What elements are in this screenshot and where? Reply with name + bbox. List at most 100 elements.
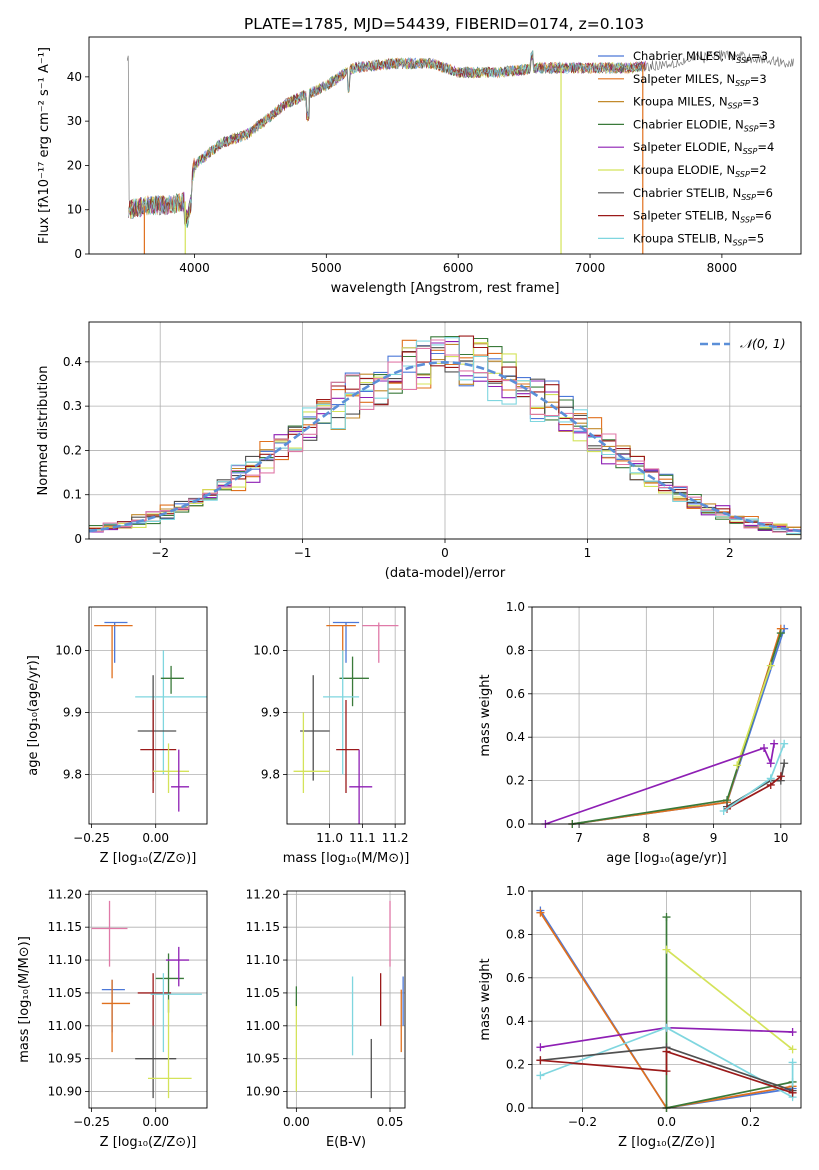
y-axis-label: mass weight	[478, 958, 493, 1040]
y-tick-label: 0.3	[63, 399, 82, 413]
x-axis-label: age [log₁₀(age/yr)]	[606, 851, 727, 866]
axes-frame	[88, 321, 802, 540]
weight-line	[545, 743, 775, 825]
y-tick-label: 10.90	[246, 1085, 280, 1099]
x-tick-label: 9	[710, 831, 718, 845]
data-point	[349, 749, 373, 824]
y-tick-label: 11.20	[246, 887, 280, 901]
weight-marker	[788, 1088, 797, 1097]
weight-marker	[733, 761, 742, 770]
data-point	[104, 621, 128, 663]
y-tick-label: 0	[74, 247, 82, 261]
weight-line	[540, 1050, 793, 1094]
grid	[89, 607, 207, 824]
y-tick-label: 9.8	[261, 767, 280, 781]
axes-frame	[286, 606, 406, 825]
x-tick-label: 1	[584, 546, 592, 560]
plot-area	[91, 900, 202, 1099]
ticks: 0.00 0.05 10.90 10.95 11.00 11.05 11.10 11.15 11…	[246, 887, 404, 1129]
y-axis-label: age [log₁₀(age/yr)]	[26, 655, 41, 776]
data-point	[339, 656, 369, 707]
x-tick-label: 0.00	[142, 831, 169, 845]
legend: Chabrier MILES, NSSP=3 Salpeter MILES, NS…	[598, 49, 775, 247]
weight-marker	[662, 1047, 671, 1056]
x-axis-label: (data-model)/error	[385, 566, 506, 581]
ticks: −2 −1 0 1 2 0 0.1 0.2 0.3 0.4	[63, 355, 734, 560]
data-point	[160, 665, 184, 694]
data-point	[94, 624, 133, 679]
spectrum-line	[128, 50, 643, 228]
data-point	[101, 979, 125, 1033]
spectrum-panel: 4000 5000 6000 7000 8000 0 10 20 30 40 wavelength …	[37, 36, 802, 296]
x-tick-label: 7	[575, 831, 583, 845]
data-point	[155, 953, 184, 1013]
weight-marker	[766, 661, 775, 670]
weight-line	[665, 948, 794, 1051]
y-tick-label: 9.8	[63, 767, 82, 781]
x-axis-label: Z [log₁₀(Z/Z⊙)]	[618, 1135, 715, 1150]
y-tick-label: 0.2	[63, 443, 82, 457]
data-point	[140, 700, 177, 793]
legend-label: Salpeter MILES, NSSP=3	[633, 72, 767, 88]
y-tick-label: 0	[74, 532, 82, 546]
x-tick-label: −0.25	[73, 831, 110, 845]
spectrum-line	[128, 53, 646, 224]
weight-marker	[770, 739, 779, 748]
y-tick-label: 0.6	[506, 687, 525, 701]
legend-label: Kroupa STELIB, NSSP=5	[633, 231, 764, 247]
weight-marker	[780, 739, 789, 748]
x-tick-label: −0.25	[73, 1115, 110, 1129]
y-tick-label: 0.2	[506, 1058, 525, 1072]
weight-line	[540, 1026, 794, 1099]
y-tick-label: 11.20	[48, 887, 82, 901]
weight-marker	[536, 1071, 545, 1080]
legend-label: Chabrier ELODIE, NSSP=3	[633, 117, 775, 133]
spectrum-line	[128, 50, 646, 225]
spectrum-line	[128, 51, 646, 227]
plot-area	[295, 900, 404, 1099]
spectrum-line	[128, 52, 646, 221]
y-tick-label: 0.4	[506, 730, 525, 744]
y-tick-label: 0.4	[506, 1014, 525, 1028]
spectrum-line	[128, 54, 646, 224]
data-point	[323, 650, 360, 775]
y-tick-label: 10.95	[246, 1052, 280, 1066]
grid	[532, 606, 801, 825]
x-tick-label: 10	[773, 831, 788, 845]
data-point	[171, 749, 190, 812]
y-tick-label: 11.05	[48, 986, 82, 1000]
weight-marker	[662, 913, 671, 922]
weight-marker	[766, 774, 775, 783]
legend-label: Chabrier STELIB, NSSP=6	[633, 186, 773, 202]
weight-line	[726, 763, 786, 808]
data-point	[332, 621, 360, 663]
legend: 𝒩(0, 1)	[700, 336, 786, 351]
ticks: −0.25 0.00 9.8 9.9 10.0	[55, 643, 169, 845]
weight-marker	[776, 629, 785, 638]
y-tick-label: 0.6	[506, 971, 525, 985]
weight-marker	[780, 759, 789, 768]
y-tick-label: 11.15	[246, 920, 280, 934]
y-tick-label: 0.0	[506, 817, 525, 831]
weight-marker	[536, 1043, 545, 1052]
weight-marker	[662, 945, 671, 954]
y-tick-label: 1.0	[506, 600, 525, 614]
y-tick-label: 9.9	[261, 705, 280, 719]
x-tick-label: 11.1	[349, 831, 376, 845]
ticks: 4000 5000 6000 7000 8000 0 10 20 30 40	[67, 70, 737, 275]
data-point	[300, 675, 330, 781]
weight-marker	[766, 759, 775, 768]
mass-vs-extinction-panel: 0.00 0.05 10.90 10.95 11.00 11.05 11.10 11.15 11…	[246, 887, 406, 1150]
x-tick-label: 8	[643, 831, 651, 845]
age-vs-metallicity-panel: −0.25 0.00 9.8 9.9 10.0 Z [log₁₀(Z/Z⊙)] age [l…	[26, 606, 208, 866]
y-tick-label: 11.00	[48, 1019, 82, 1033]
weight-marker	[719, 806, 728, 815]
y-tick-label: 0.4	[63, 355, 82, 369]
spectrum-line	[128, 53, 646, 228]
y-tick-label: 20	[67, 158, 82, 172]
y-tick-label: 30	[67, 114, 82, 128]
x-axis-label: E(B-V)	[326, 1135, 366, 1150]
x-axis-label: Z [log₁₀(Z/Z⊙)]	[100, 851, 197, 866]
mass-weight-vs-age-panel: 7 8 9 10 0.0 0.2 0.4 0.6 0.8 1.0 age [log₁₀(age/yr…	[478, 600, 802, 866]
